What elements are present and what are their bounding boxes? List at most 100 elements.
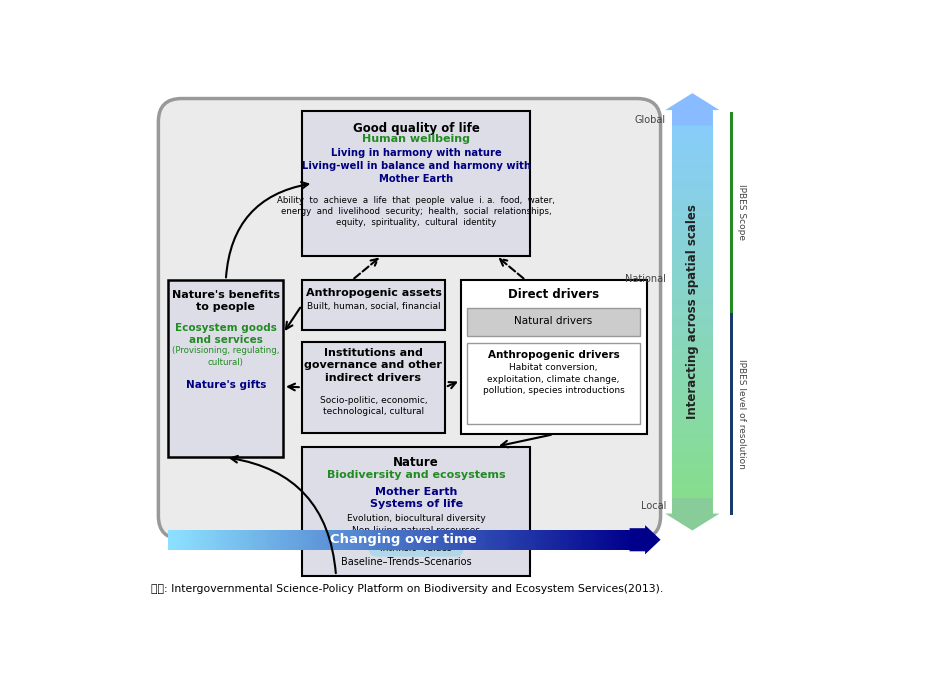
Bar — [672, 241, 712, 244]
Text: Anthropogenic assets: Anthropogenic assets — [306, 288, 442, 298]
Text: Evolution, biocultural diversity: Evolution, biocultural diversity — [346, 514, 485, 524]
Bar — [245, 530, 249, 549]
Bar — [672, 445, 712, 447]
Bar — [672, 442, 712, 445]
Bar — [672, 358, 712, 361]
Bar — [672, 225, 712, 228]
Bar — [672, 428, 712, 432]
Bar — [499, 530, 503, 549]
Bar — [672, 184, 712, 188]
Bar — [672, 502, 712, 505]
Bar — [672, 352, 712, 356]
Bar — [672, 255, 712, 258]
Bar — [222, 530, 227, 549]
Text: Global: Global — [635, 115, 666, 124]
Bar — [526, 530, 530, 549]
Bar — [261, 530, 265, 549]
Bar — [560, 530, 565, 549]
Bar — [672, 320, 712, 323]
Bar — [672, 496, 712, 499]
Bar — [672, 510, 712, 513]
Bar — [315, 530, 319, 549]
Bar — [672, 466, 712, 469]
Bar — [672, 398, 712, 402]
Text: Baseline–Trends–Scenarios: Baseline–Trends–Scenarios — [342, 558, 472, 567]
Bar — [672, 125, 712, 128]
Bar — [672, 328, 712, 331]
Bar — [672, 149, 712, 152]
Bar — [302, 342, 445, 432]
Bar — [672, 431, 712, 435]
Text: National: National — [625, 274, 666, 284]
Bar — [426, 530, 431, 549]
Bar — [672, 239, 712, 242]
Bar — [206, 530, 211, 549]
Bar — [672, 282, 712, 285]
Bar — [302, 447, 531, 576]
Bar — [172, 530, 177, 549]
Bar — [338, 530, 342, 549]
Text: Human wellbeing: Human wellbeing — [362, 134, 470, 144]
Bar — [360, 530, 365, 549]
Bar — [557, 530, 561, 549]
Bar — [211, 530, 215, 549]
Bar — [672, 160, 712, 163]
Bar — [595, 530, 599, 549]
Bar — [672, 135, 712, 139]
Bar — [510, 530, 515, 549]
Bar — [169, 280, 283, 458]
Bar — [672, 377, 712, 380]
Bar — [407, 530, 411, 549]
Bar — [184, 530, 188, 549]
Bar — [672, 146, 712, 150]
Bar — [672, 404, 712, 407]
Bar — [672, 252, 712, 255]
Bar — [672, 388, 712, 391]
Bar — [672, 475, 712, 477]
Bar — [491, 530, 495, 549]
Bar — [399, 530, 403, 549]
Bar — [672, 290, 712, 293]
Bar — [672, 412, 712, 415]
Bar — [672, 486, 712, 488]
Bar — [460, 280, 646, 435]
Bar — [672, 179, 712, 182]
Bar — [672, 109, 712, 112]
Bar — [672, 439, 712, 442]
Bar — [383, 530, 388, 549]
Text: Natural drivers: Natural drivers — [515, 316, 593, 326]
Bar — [672, 201, 712, 204]
Bar — [195, 530, 200, 549]
Bar — [672, 461, 712, 464]
Bar — [672, 120, 712, 122]
Text: Ability  to  achieve  a  life  that  people  value  i. a.  food,  water,
energy : Ability to achieve a life that people va… — [277, 196, 555, 227]
Bar — [342, 530, 345, 549]
Bar — [672, 309, 712, 312]
Bar — [188, 530, 192, 549]
Bar — [672, 393, 712, 396]
Bar — [672, 326, 712, 328]
Bar — [176, 530, 181, 549]
Bar — [672, 323, 712, 326]
Bar — [192, 530, 195, 549]
Bar — [672, 250, 712, 252]
Bar — [430, 530, 434, 549]
Bar — [672, 143, 712, 147]
Text: Changing over time: Changing over time — [330, 533, 476, 546]
Bar — [672, 163, 712, 166]
Bar — [672, 220, 712, 223]
Bar — [672, 122, 712, 125]
Bar — [672, 312, 712, 315]
Text: Built, human, social, financial: Built, human, social, financial — [307, 302, 440, 311]
Bar — [672, 117, 712, 120]
Bar — [410, 530, 415, 549]
Bar — [672, 366, 712, 369]
Bar — [672, 363, 712, 367]
Bar — [545, 530, 549, 549]
Bar — [269, 530, 272, 549]
Bar — [672, 379, 712, 383]
Bar — [326, 530, 331, 549]
Bar — [672, 437, 712, 439]
Bar — [672, 203, 712, 207]
Bar — [672, 260, 712, 263]
